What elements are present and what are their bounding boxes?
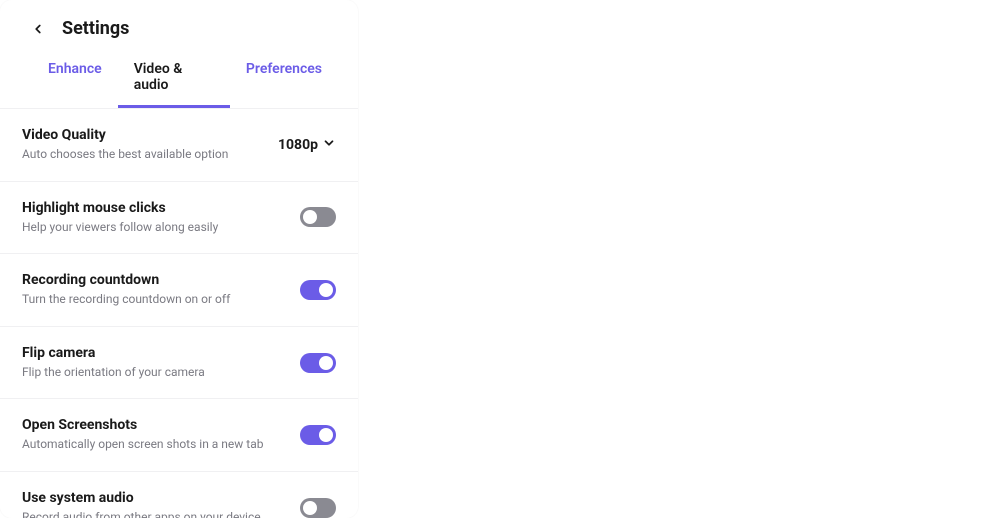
tabs: Enhance Video & audio Preferences xyxy=(0,49,358,109)
settings-scroll[interactable]: Video Quality Auto chooses the best avai… xyxy=(0,109,358,518)
page-title: Settings xyxy=(62,18,129,39)
row-text: Use system audio Record audio from other… xyxy=(22,490,288,518)
row-title: Use system audio xyxy=(22,490,288,506)
row-desc: Turn the recording countdown on or off xyxy=(22,292,288,308)
row-desc: Record audio from other apps on your dev… xyxy=(22,510,288,518)
row-title: Video Quality xyxy=(22,127,266,143)
row-text: Flip camera Flip the orientation of your… xyxy=(22,345,288,381)
recording-countdown-toggle[interactable] xyxy=(300,280,336,300)
row-desc: Automatically open screen shots in a new… xyxy=(22,437,288,453)
highlight-clicks-toggle[interactable] xyxy=(300,207,336,227)
tab-preferences[interactable]: Preferences xyxy=(230,49,338,108)
row-recording-countdown: Recording countdown Turn the recording c… xyxy=(0,254,358,327)
row-title: Flip camera xyxy=(22,345,288,361)
tab-video-audio[interactable]: Video & audio xyxy=(118,49,230,108)
row-text: Open Screenshots Automatically open scre… xyxy=(22,417,288,453)
video-quality-value: 1080p xyxy=(278,137,318,153)
chevron-down-icon xyxy=(322,136,336,154)
row-use-system-audio: Use system audio Record audio from other… xyxy=(0,472,358,518)
use-system-audio-toggle[interactable] xyxy=(300,498,336,518)
row-text: Recording countdown Turn the recording c… xyxy=(22,272,288,308)
row-desc: Help your viewers follow along easily xyxy=(22,220,288,236)
flip-camera-toggle[interactable] xyxy=(300,353,336,373)
video-quality-select[interactable]: 1080p xyxy=(278,136,336,154)
row-desc: Auto chooses the best available option xyxy=(22,147,266,163)
row-title: Recording countdown xyxy=(22,272,288,288)
row-desc: Flip the orientation of your camera xyxy=(22,365,288,381)
settings-header: Settings xyxy=(0,0,358,49)
tab-enhance[interactable]: Enhance xyxy=(20,49,118,108)
settings-panel: Settings Enhance Video & audio Preferenc… xyxy=(0,0,358,518)
row-open-screenshots: Open Screenshots Automatically open scre… xyxy=(0,399,358,472)
row-video-quality: Video Quality Auto chooses the best avai… xyxy=(0,109,358,182)
row-highlight-clicks: Highlight mouse clicks Help your viewers… xyxy=(0,182,358,255)
row-title: Highlight mouse clicks xyxy=(22,200,288,216)
open-screenshots-toggle[interactable] xyxy=(300,425,336,445)
back-icon[interactable] xyxy=(28,19,48,39)
row-title: Open Screenshots xyxy=(22,417,288,433)
row-flip-camera: Flip camera Flip the orientation of your… xyxy=(0,327,358,400)
row-text: Highlight mouse clicks Help your viewers… xyxy=(22,200,288,236)
row-text: Video Quality Auto chooses the best avai… xyxy=(22,127,266,163)
